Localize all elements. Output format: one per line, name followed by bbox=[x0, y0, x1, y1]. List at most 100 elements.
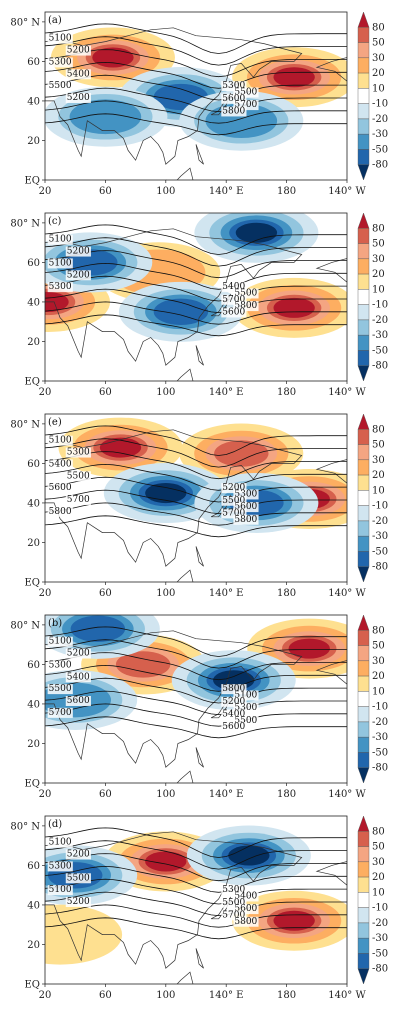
colorbar-label: -20 bbox=[372, 918, 388, 929]
contour-label-bg bbox=[47, 885, 73, 896]
contour-label-bg bbox=[65, 45, 91, 56]
coastline bbox=[195, 747, 204, 768]
colorbar-label: -20 bbox=[372, 315, 388, 326]
map-panel: 5100530054005500560057005800520053005500… bbox=[10, 413, 388, 599]
contour-label-bg bbox=[47, 636, 73, 647]
colorbar-segment bbox=[357, 566, 370, 583]
contour-label: 5800 bbox=[234, 917, 257, 927]
colorbar-label: -80 bbox=[372, 964, 388, 975]
colorbar-label: -50 bbox=[372, 546, 388, 557]
colorbar-label: 50 bbox=[372, 641, 385, 652]
contour-label: 5700 bbox=[222, 295, 245, 305]
colorbar-segment bbox=[357, 289, 370, 305]
map-panel: 5100520053005400550056005700580051005200… bbox=[10, 614, 388, 800]
x-tick-label: 60 bbox=[99, 990, 112, 1001]
coastline bbox=[195, 345, 204, 366]
contour-label: 5500 bbox=[234, 716, 257, 726]
x-tick-label: 60 bbox=[99, 186, 112, 197]
contour-label: 5500 bbox=[67, 873, 90, 883]
map-frame bbox=[44, 614, 348, 784]
colorbar-label: -50 bbox=[372, 948, 388, 959]
height-contour bbox=[45, 853, 347, 882]
x-tick-label: 180 bbox=[277, 387, 296, 398]
height-contour bbox=[45, 664, 347, 692]
contour-label-bg bbox=[233, 703, 259, 714]
contour-label: 5800 bbox=[234, 515, 257, 525]
coastline bbox=[165, 770, 194, 783]
colorbar-segment bbox=[357, 273, 370, 290]
y-tick-label: 40 bbox=[27, 297, 40, 308]
coastline bbox=[195, 948, 204, 969]
contour-label-bg bbox=[221, 81, 247, 92]
colorbar-segment bbox=[357, 645, 370, 662]
y-tick-label: 20 bbox=[27, 136, 40, 147]
x-tick-label: 100 bbox=[156, 387, 175, 398]
contour-label: 5600 bbox=[49, 483, 72, 493]
colorbar-label: -10 bbox=[372, 903, 388, 914]
coastline bbox=[165, 569, 194, 582]
contour-label: 5100 bbox=[49, 258, 72, 268]
colorbar-label: -50 bbox=[372, 345, 388, 356]
height-contour bbox=[45, 476, 347, 503]
colorbar-label: -80 bbox=[372, 361, 388, 372]
contour-label-bg bbox=[47, 837, 73, 848]
y-tick-label: 60 bbox=[27, 861, 40, 872]
colorbar-segment bbox=[357, 149, 370, 165]
contour-label-bg bbox=[233, 489, 259, 500]
colorbar-segment bbox=[357, 614, 370, 631]
colorbar-label: -30 bbox=[372, 933, 388, 944]
contour-label-bg bbox=[221, 885, 247, 896]
contour-label: 5600 bbox=[67, 696, 90, 706]
contour-label: 5100 bbox=[49, 637, 72, 647]
contour-label-bg bbox=[65, 494, 91, 505]
colorbar-segment bbox=[357, 831, 370, 847]
y-tick-label: EQ bbox=[25, 377, 41, 388]
contour-label: 5700 bbox=[222, 508, 245, 518]
colorbar-label: -20 bbox=[372, 516, 388, 527]
colorbar-segment bbox=[357, 675, 370, 692]
contour-label-bg bbox=[233, 502, 259, 513]
colorbar-segment bbox=[357, 968, 370, 985]
colorbar-label: 10 bbox=[372, 887, 385, 898]
colorbar-label: 80 bbox=[372, 625, 385, 636]
coastline bbox=[165, 368, 194, 381]
coastline bbox=[315, 459, 347, 484]
contour-label: 5200 bbox=[67, 270, 90, 280]
x-tick-label: 60 bbox=[99, 588, 112, 599]
height-contour bbox=[45, 626, 347, 657]
x-tick-label: 180 bbox=[277, 186, 296, 197]
coastline bbox=[195, 144, 204, 165]
contour-label: 5500 bbox=[49, 684, 72, 694]
contour-label-bg bbox=[233, 288, 259, 299]
anomaly-field bbox=[45, 414, 347, 582]
colorbar-segment bbox=[357, 474, 370, 491]
contour-label: 5600 bbox=[234, 502, 257, 512]
colorbar-segment bbox=[357, 42, 370, 59]
contour-label-bg bbox=[221, 684, 247, 695]
colorbar-label: -30 bbox=[372, 330, 388, 341]
anomaly-field bbox=[45, 213, 347, 381]
height-contour bbox=[45, 314, 347, 337]
x-tick-label: 100 bbox=[156, 186, 175, 197]
height-contour bbox=[45, 639, 347, 669]
coastline bbox=[165, 971, 194, 984]
contour-label: 5100 bbox=[49, 436, 72, 446]
contour-label: 5200 bbox=[222, 697, 245, 707]
height-contour bbox=[45, 840, 347, 870]
contour-label-bg bbox=[65, 849, 91, 860]
y-tick-label: 40 bbox=[27, 96, 40, 107]
contour-label-bg bbox=[221, 897, 247, 908]
contour-label: 5800 bbox=[222, 684, 245, 694]
panel-label: (d) bbox=[48, 819, 62, 830]
height-contour bbox=[45, 904, 347, 928]
colorbar-segment bbox=[357, 660, 370, 677]
colorbar-segment bbox=[357, 861, 370, 878]
coastline bbox=[315, 660, 347, 685]
colorbar-label: -80 bbox=[372, 160, 388, 171]
contour-label-bg bbox=[47, 234, 73, 245]
colorbar-segment bbox=[357, 907, 370, 924]
contour-label-bg bbox=[221, 307, 247, 318]
colorbar-label: 30 bbox=[372, 254, 385, 265]
contour-label-bg bbox=[65, 896, 91, 907]
colorbar-label: -30 bbox=[372, 531, 388, 542]
